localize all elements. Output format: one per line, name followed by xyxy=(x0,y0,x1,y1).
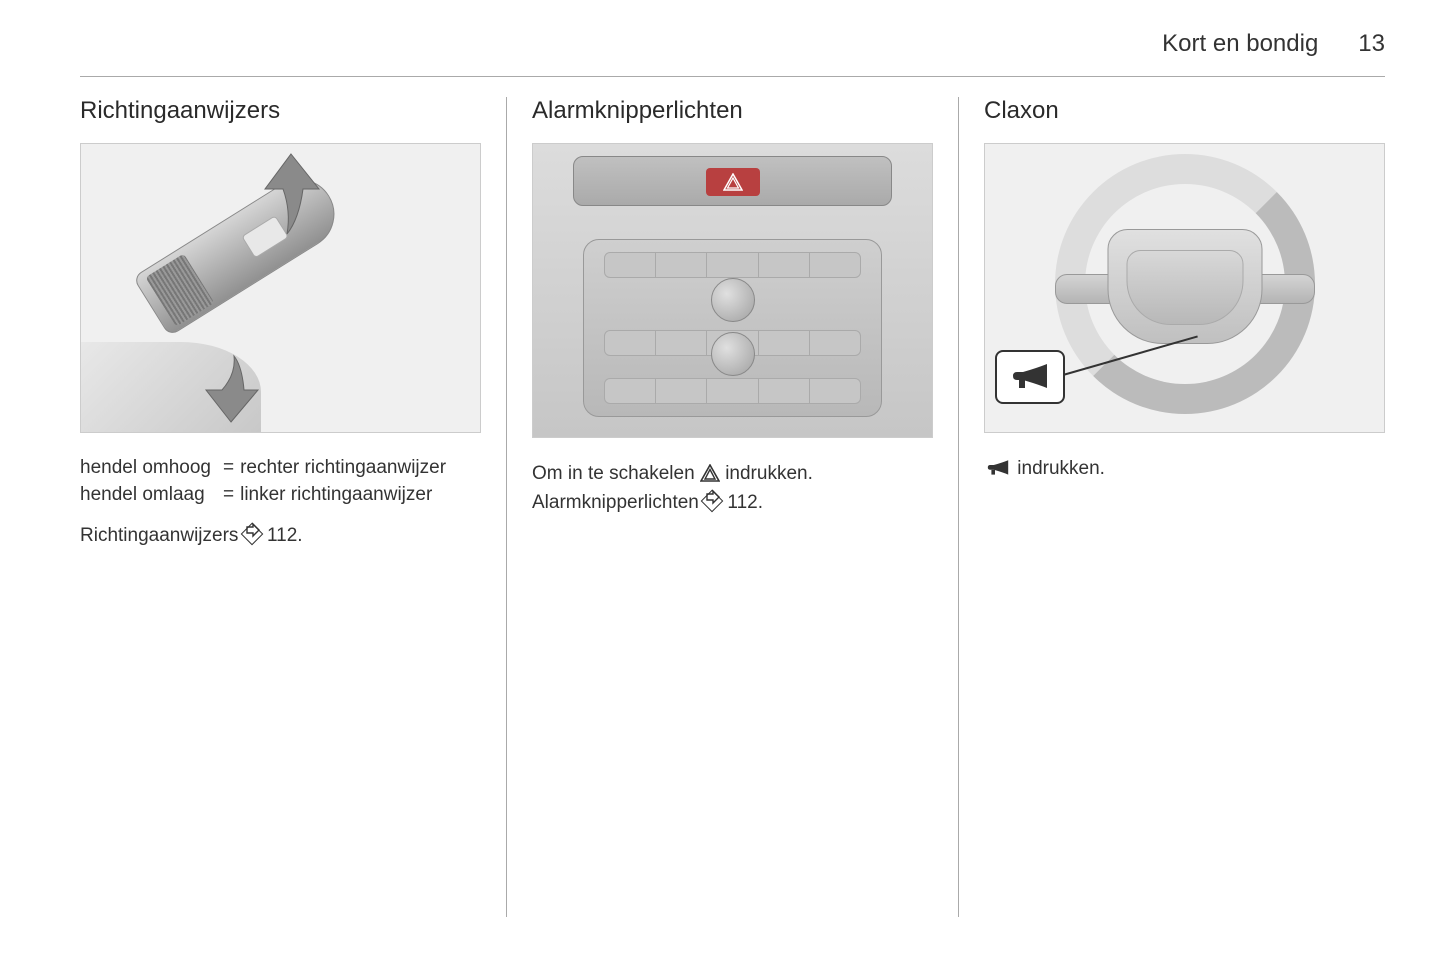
dash-dial-upper xyxy=(711,278,755,322)
def-row-lever-up: hendel omhoog = rechter richting­aanwijz… xyxy=(80,455,452,482)
page-header: Kort en bondig 13 xyxy=(80,30,1385,77)
ref-page: 112. xyxy=(267,525,303,546)
hazard-instruction-line: Om in te schakelen indrukken. xyxy=(532,460,933,489)
arrow-up-icon xyxy=(251,149,331,239)
def-row-lever-down: hendel omlaag = linker richtingaan­wijze… xyxy=(80,482,452,509)
manual-page: Kort en bondig 13 Richtingaanwijzers xyxy=(0,0,1445,947)
def-equals: = xyxy=(217,455,240,482)
column-hazard-lights: Alarmknipperlichten xyxy=(506,97,958,917)
turn-signal-definition-list: hendel omhoog = rechter richting­aanwijz… xyxy=(80,455,452,508)
def-desc: linker richtingaan­wijzer xyxy=(240,482,452,509)
heading-horn: Claxon xyxy=(984,97,1385,125)
figure-turn-signal-stalk xyxy=(80,143,481,433)
horn-icon xyxy=(1007,362,1053,392)
ref-label: Richtingaanwijzers xyxy=(80,525,238,546)
horn-icon xyxy=(984,458,1012,479)
def-equals: = xyxy=(217,482,240,509)
reference-arrow-icon xyxy=(704,489,722,505)
def-term: hendel omlaag xyxy=(80,482,217,509)
column-horn: Claxon indrukken. xyxy=(958,97,1385,917)
horn-instruction-line: indrukken. xyxy=(984,455,1385,484)
ref-label: Alarmknipperlichten xyxy=(532,492,699,513)
reference-arrow-icon xyxy=(244,522,262,538)
ref-page: 112. xyxy=(727,492,763,513)
figure-steering-wheel xyxy=(984,143,1385,433)
text-post: indrukken. xyxy=(1012,458,1105,479)
arrow-down-icon xyxy=(196,352,266,427)
cross-reference-hazard: Alarmknipperlichten 112. xyxy=(532,489,933,518)
hazard-triangle-icon xyxy=(723,173,743,191)
cross-reference-turn-signals: Richtingaanwijzers 112. xyxy=(80,522,481,551)
text-post: indrukken. xyxy=(720,463,813,484)
dash-dial-lower xyxy=(711,332,755,376)
hazard-triangle-icon xyxy=(700,463,720,484)
figure-dashboard-hazard xyxy=(532,143,933,438)
column-turn-signals: Richtingaanwijzers hendel omhoog = recht… xyxy=(80,97,506,917)
def-term: hendel omhoog xyxy=(80,455,217,482)
heading-turn-signals: Richtingaanwijzers xyxy=(80,97,481,125)
horn-callout-box xyxy=(995,350,1065,404)
text-pre: Om in te schakelen xyxy=(532,463,700,484)
def-desc: rechter richting­aanwijzer xyxy=(240,455,452,482)
dashboard-control-panel xyxy=(583,239,882,417)
content-columns: Richtingaanwijzers hendel omhoog = recht… xyxy=(80,97,1385,917)
heading-hazard-lights: Alarmknipperlichten xyxy=(532,97,933,125)
dash-button-row xyxy=(604,378,861,404)
dash-button-row xyxy=(604,252,861,278)
chapter-title: Kort en bondig xyxy=(1162,30,1318,58)
steering-wheel-hub xyxy=(1107,229,1262,344)
page-number: 13 xyxy=(1358,30,1385,58)
hazard-button xyxy=(706,168,760,196)
